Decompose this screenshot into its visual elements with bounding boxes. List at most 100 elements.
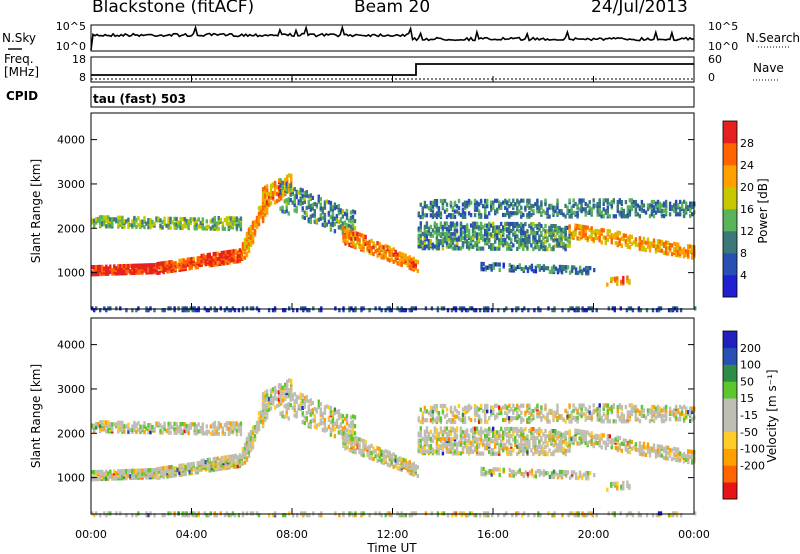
velocity-cell bbox=[337, 425, 341, 430]
power-cell bbox=[107, 306, 110, 311]
power-cell bbox=[475, 200, 479, 205]
power-cell bbox=[508, 211, 511, 216]
velocity-cell bbox=[176, 467, 179, 472]
power-cell bbox=[261, 187, 265, 192]
power-cell bbox=[161, 308, 164, 313]
power-cell bbox=[685, 252, 688, 257]
velocity-cell bbox=[554, 429, 557, 434]
velocity-cell bbox=[676, 408, 680, 413]
power-cell bbox=[362, 248, 365, 253]
velocity-cell bbox=[506, 446, 509, 451]
velocity-cell bbox=[247, 450, 251, 455]
velocity-cell bbox=[550, 408, 553, 413]
power-cell bbox=[626, 279, 629, 284]
velocity-cell bbox=[219, 422, 222, 427]
power-cell bbox=[676, 242, 680, 247]
power-cell bbox=[181, 306, 184, 311]
power-cell bbox=[490, 223, 493, 228]
power-cell bbox=[342, 306, 345, 311]
velocity-cell bbox=[568, 439, 571, 444]
velocity-cell bbox=[309, 398, 312, 403]
velocity-cell bbox=[216, 465, 219, 470]
velocity-cell bbox=[578, 403, 581, 408]
velocity-cell bbox=[311, 400, 314, 405]
power-cell bbox=[451, 241, 455, 246]
velocity-cell bbox=[417, 431, 420, 436]
velocity-cell bbox=[137, 428, 140, 433]
power-cell bbox=[540, 243, 543, 248]
power-cell bbox=[261, 197, 265, 202]
power-cell bbox=[269, 192, 273, 197]
power-cell bbox=[666, 246, 670, 251]
velocity-cell bbox=[218, 457, 221, 463]
power-cell bbox=[682, 199, 686, 204]
velocity-cell bbox=[512, 437, 515, 442]
power-cell bbox=[494, 209, 497, 214]
velocity-cell bbox=[303, 415, 306, 420]
power-cell bbox=[257, 215, 261, 220]
power-cell bbox=[491, 308, 494, 313]
power-cell bbox=[301, 206, 304, 211]
velocity-cell bbox=[600, 419, 603, 424]
velocity-cell bbox=[293, 399, 296, 404]
velocity-cell bbox=[494, 451, 497, 456]
power-cell bbox=[253, 220, 257, 225]
velocity-cell bbox=[461, 418, 465, 423]
velocity-cell bbox=[564, 434, 567, 439]
power-cell bbox=[516, 239, 519, 244]
velocity-cell bbox=[309, 408, 312, 414]
power-cell bbox=[233, 216, 237, 221]
power-cell bbox=[508, 221, 511, 227]
velocity-cell bbox=[279, 411, 282, 416]
power-cell bbox=[419, 221, 422, 226]
velocity-cell bbox=[245, 436, 249, 441]
velocity-cell bbox=[213, 428, 216, 433]
velocity-cell bbox=[111, 473, 114, 478]
power-cell bbox=[335, 205, 339, 210]
velocity-cell bbox=[508, 448, 511, 453]
power-cell bbox=[251, 220, 255, 225]
velocity-cell bbox=[267, 407, 271, 412]
power-cell bbox=[520, 230, 523, 235]
power-cell bbox=[227, 216, 231, 221]
velocity-cell bbox=[117, 424, 120, 429]
power-cell bbox=[646, 237, 650, 242]
power-cell bbox=[461, 202, 465, 207]
power-cell bbox=[540, 211, 543, 216]
power-cell bbox=[479, 246, 483, 251]
power-cell bbox=[606, 282, 609, 287]
velocity-cell bbox=[552, 410, 555, 415]
velocity-cell bbox=[159, 428, 162, 433]
velocity-cell bbox=[123, 424, 126, 429]
velocity-cell bbox=[329, 427, 333, 432]
power-cell bbox=[598, 198, 601, 203]
velocity-cell bbox=[439, 444, 443, 449]
power-cell bbox=[282, 193, 285, 198]
power-cell bbox=[515, 306, 518, 311]
power-cell bbox=[394, 249, 397, 254]
power-cell bbox=[247, 227, 251, 232]
power-cell bbox=[380, 244, 383, 249]
power-cell bbox=[528, 265, 532, 270]
velocity-cell bbox=[259, 410, 263, 415]
power-cell bbox=[624, 200, 628, 205]
power-cell bbox=[572, 198, 575, 203]
velocity-cell bbox=[232, 454, 236, 459]
velocity-cell bbox=[475, 437, 479, 442]
velocity-cell bbox=[291, 405, 294, 410]
power-cell bbox=[568, 209, 571, 214]
velocity-cell bbox=[427, 431, 431, 436]
power-cell bbox=[185, 306, 188, 311]
power-cell bbox=[518, 223, 521, 228]
velocity-cell bbox=[225, 426, 229, 431]
velocity-cell bbox=[502, 430, 505, 435]
velocity-cell bbox=[526, 408, 529, 414]
power-cell bbox=[522, 198, 525, 203]
power-cell bbox=[237, 308, 241, 313]
velocity-cell bbox=[496, 403, 499, 408]
velocity-cell bbox=[346, 432, 349, 437]
velocity-cell bbox=[570, 414, 573, 419]
power-cell bbox=[291, 188, 294, 193]
power-cell bbox=[344, 228, 347, 233]
nave-tick-top: 60 bbox=[708, 53, 722, 66]
